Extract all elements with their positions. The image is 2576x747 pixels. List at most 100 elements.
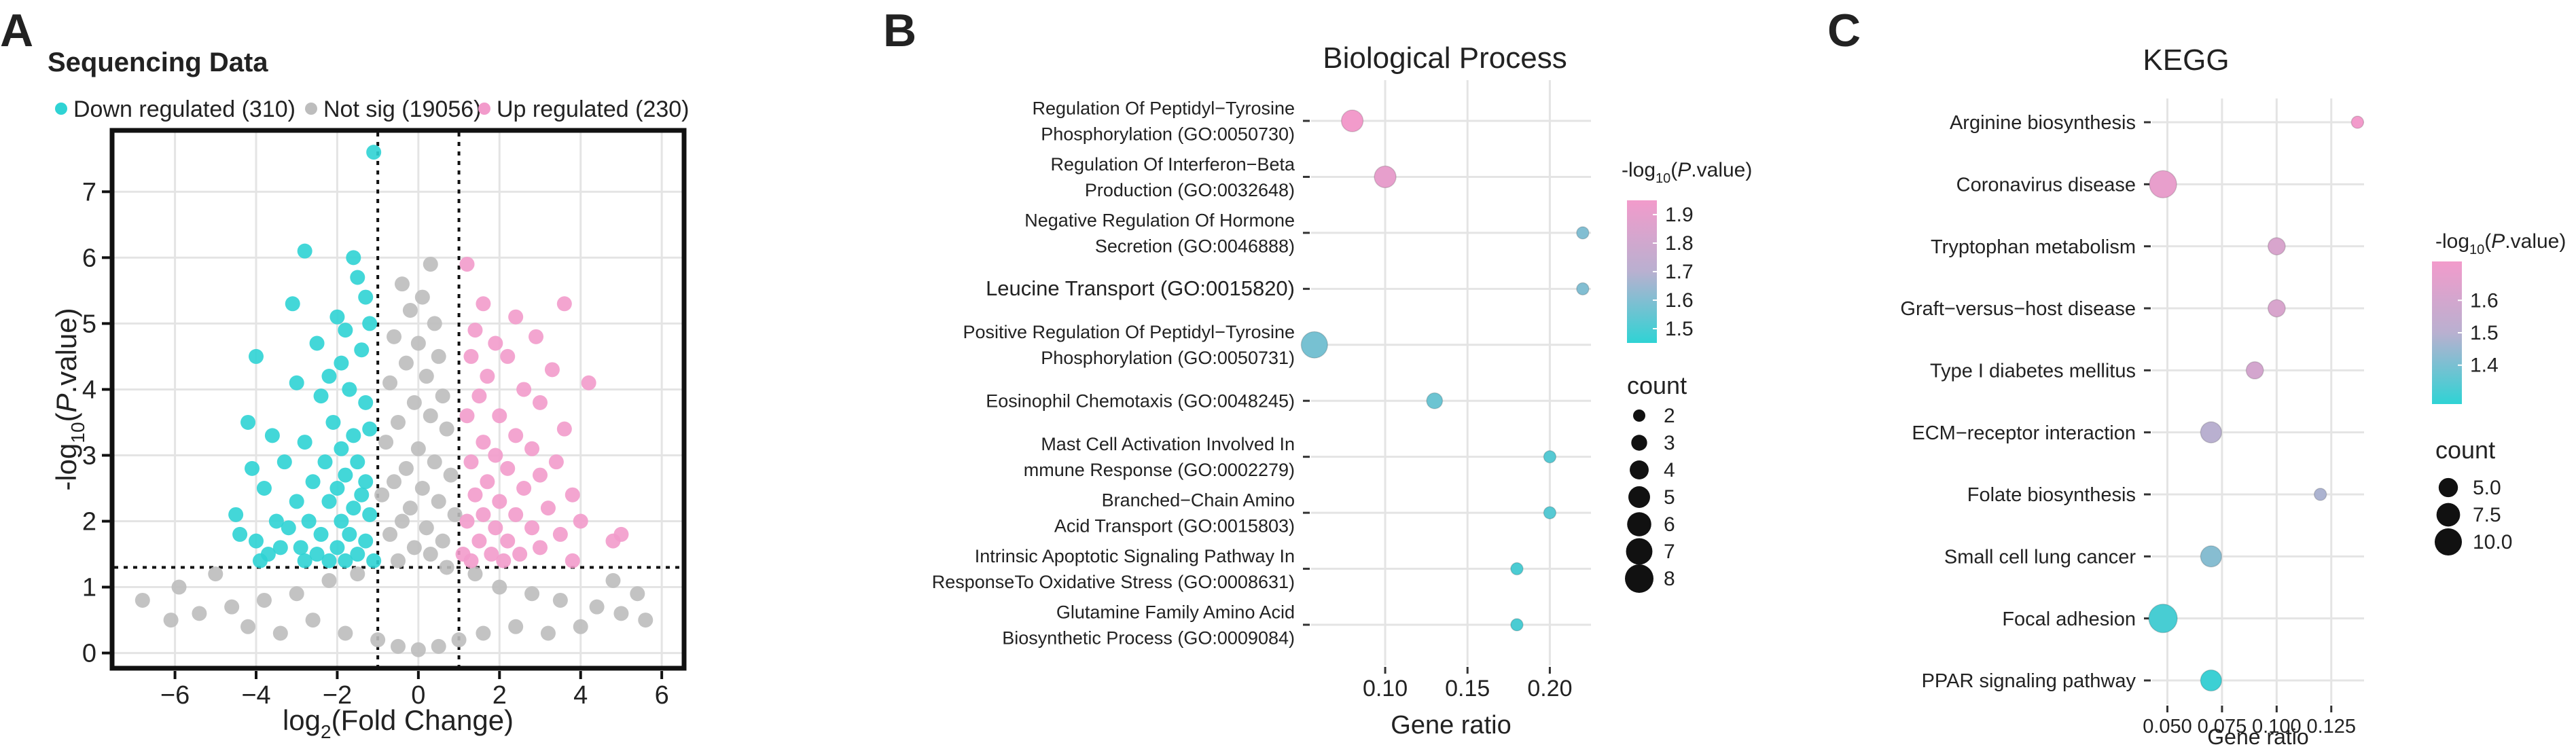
- bp-color-ticks: 1.9 1.8 1.7 1.6 1.5: [1653, 204, 1694, 340]
- volcano-point: [313, 388, 329, 404]
- volcano-point: [431, 348, 446, 364]
- volcano-point: [431, 638, 446, 654]
- volcano-point: [533, 467, 548, 483]
- volcano-point: [272, 625, 288, 641]
- volcano-point: [325, 414, 341, 430]
- bp-point: [1340, 109, 1364, 132]
- volcano-point: [552, 526, 568, 542]
- bp-size-legend-dot: [1628, 486, 1650, 508]
- bp-color-tick-label: 1.6: [1665, 289, 1694, 312]
- volcano-y-tick-label: 2: [82, 508, 96, 536]
- bp-size-legend-dot: [1631, 435, 1647, 451]
- bp-term-label: Glutamine Family Amino Acid: [1056, 602, 1295, 622]
- volcano-point: [338, 323, 353, 338]
- bp-term-label: Negative Regulation Of Hormone: [1024, 210, 1295, 230]
- volcano-point: [374, 487, 390, 503]
- volcano-point: [192, 606, 207, 621]
- kegg-point: [2148, 603, 2178, 634]
- bp-term-label: Mast Cell Activation Involved In: [1041, 434, 1295, 454]
- bp-term-label: ResponseTo Oxidative Stress (GO:0008631): [932, 572, 1295, 592]
- volcano-point: [414, 289, 430, 305]
- panel-c: C KEGG Arginine biosynthesis Coronavirus …: [1827, 5, 2566, 747]
- volcano-point: [533, 540, 548, 555]
- volcano-point: [135, 592, 150, 608]
- kegg-size-legend-label: 7.5: [2473, 504, 2501, 526]
- bp-term-label: Phosphorylation (GO:0050730): [1041, 124, 1295, 144]
- volcano-point: [573, 513, 588, 529]
- volcano-y-axis-title: -log10(P.value): [50, 308, 88, 490]
- volcano-point: [516, 382, 532, 397]
- volcano-gridlines: [114, 132, 682, 666]
- volcano-y-tick-label: 3: [82, 441, 96, 470]
- kegg-x-tick-label: 0.125: [2306, 716, 2356, 737]
- kegg-term-label: Graft−versus−host disease: [1900, 298, 2136, 320]
- volcano-point: [329, 309, 345, 325]
- volcano-x-axis-title: log2(Fold Change): [283, 704, 514, 742]
- bp-term-label: Production (GO:0032648): [1085, 180, 1295, 200]
- kegg-point: [2200, 421, 2223, 443]
- volcano-point: [565, 553, 580, 568]
- volcano-point: [297, 243, 312, 259]
- volcano-point: [208, 566, 223, 582]
- kegg-size-legend: 5.0 7.5 10.0: [2434, 477, 2512, 556]
- volcano-point: [346, 250, 361, 266]
- bp-x-tick-label: 0.15: [1445, 676, 1490, 702]
- volcano-point: [439, 560, 454, 575]
- volcano-point: [346, 500, 361, 516]
- volcano-point: [268, 513, 284, 529]
- kegg-color-ticks: 1.6 1.5 1.4: [2458, 289, 2499, 377]
- volcano-point: [398, 355, 414, 371]
- volcano-point: [418, 369, 434, 384]
- volcano-point: [476, 296, 491, 312]
- volcano-point: [317, 454, 333, 470]
- kegg-x-tick-label: 0.100: [2252, 716, 2302, 737]
- volcano-point: [256, 592, 272, 608]
- volcano-point: [459, 408, 475, 424]
- bp-x-tick-label: 0.20: [1527, 676, 1572, 702]
- kegg-title: KEGG: [2143, 43, 2229, 77]
- kegg-size-legend-dot: [2436, 503, 2461, 527]
- volcano-point: [431, 494, 446, 509]
- volcano-point: [552, 592, 568, 608]
- volcano-point: [309, 547, 325, 562]
- volcano-point: [293, 540, 308, 555]
- bp-term-label: Positive Regulation Of Peptidyl−Tyrosine: [963, 322, 1295, 342]
- volcano-point: [508, 309, 524, 325]
- volcano-point: [455, 547, 471, 562]
- bp-color-legend-title: -log10(P.value): [1622, 159, 1752, 186]
- volcano-point: [459, 257, 475, 272]
- volcano-point: [281, 520, 296, 536]
- volcano-point: [451, 632, 467, 648]
- bp-title: Biological Process: [1323, 41, 1567, 75]
- bp-size-legend-dot: [1625, 564, 1653, 593]
- volcano-point: [630, 586, 645, 602]
- bp-term-label: Biosynthetic Process (GO:0009084): [1002, 627, 1295, 648]
- bp-term-label: Regulation Of Interferon−Beta: [1051, 154, 1295, 175]
- volcano-point: [410, 441, 426, 456]
- volcano-point: [492, 408, 507, 424]
- volcano-point: [480, 369, 495, 384]
- panel-label-b: B: [883, 5, 916, 56]
- volcano-point: [492, 494, 507, 509]
- volcano-point: [391, 414, 406, 430]
- kegg-term-label: Focal adhesion: [2002, 608, 2136, 630]
- volcano-point: [524, 520, 540, 536]
- bp-term-label: Intrinsic Apoptotic Signaling Pathway In: [975, 546, 1295, 566]
- volcano-point: [224, 599, 240, 615]
- volcano-point: [350, 547, 365, 562]
- kegg-point: [2200, 669, 2223, 692]
- volcano-point: [402, 500, 418, 516]
- kegg-point: [2267, 299, 2286, 318]
- kegg-term-label: Small cell lung cancer: [1944, 546, 2136, 568]
- panel-label-a: A: [0, 5, 33, 56]
- volcano-point: [410, 335, 426, 351]
- kegg-size-legend-dot: [2438, 477, 2458, 498]
- bp-term-label: Branched−Chain Amino: [1102, 490, 1295, 511]
- kegg-point: [2267, 237, 2286, 256]
- volcano-point: [406, 395, 422, 410]
- bp-color-tick-label: 1.8: [1665, 232, 1694, 255]
- bp-point: [1426, 392, 1444, 409]
- volcano-point: [488, 448, 503, 463]
- volcano-point: [471, 388, 487, 404]
